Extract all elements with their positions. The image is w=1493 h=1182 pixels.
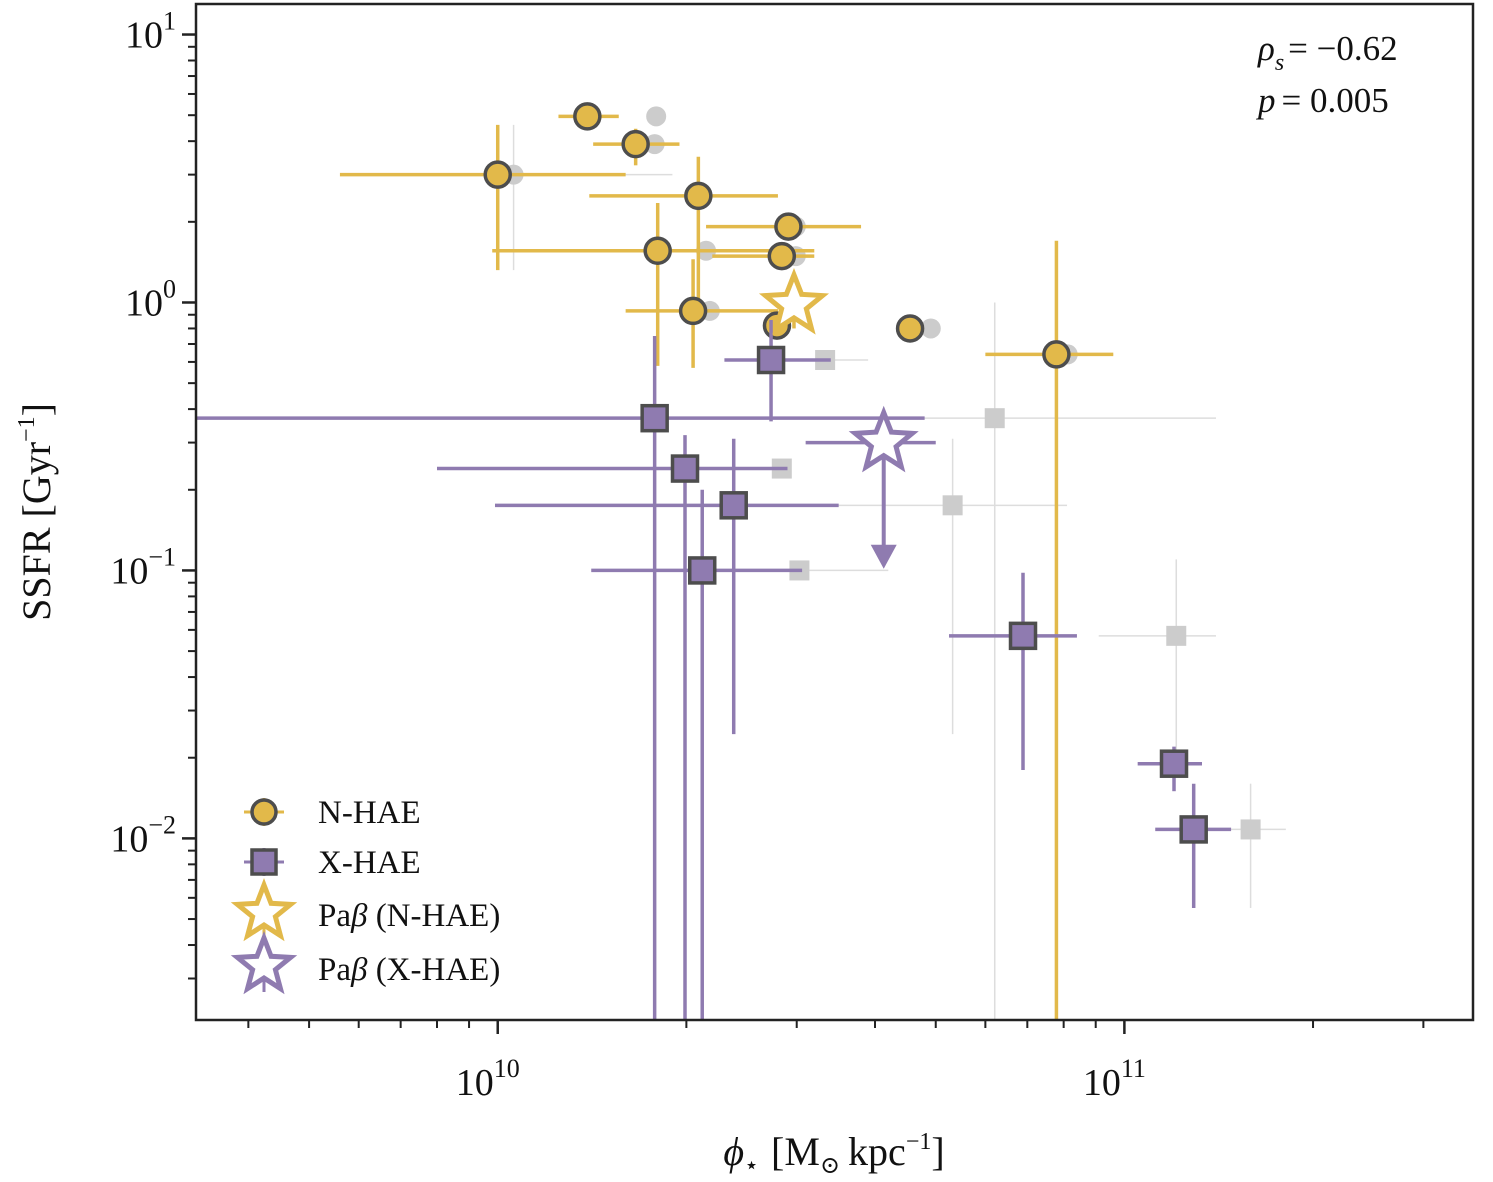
axes-layer: 1010 1011 10−2 10−1 100 101 [110, 7, 1425, 1104]
legend-item-pab-n-hae: Paβ (N-HAE) [230, 878, 500, 942]
n-hae-point [483, 160, 512, 189]
ghost-point [1166, 625, 1187, 646]
ghost-point [984, 408, 1005, 429]
legend-item-x-hae: X-HAE [244, 845, 421, 881]
n-hae-point [895, 314, 925, 343]
legend-circle-marker [250, 798, 278, 826]
y-tick-label: 100 [125, 274, 176, 324]
n-hae-point [573, 102, 602, 131]
x-hae-point [1159, 749, 1189, 778]
x-hae-point [687, 556, 717, 585]
legend-item-pab-x-hae: Paβ (X-HAE) [230, 931, 500, 995]
p-value-annotation: p = 0.005 [1255, 81, 1389, 120]
x-tick-label: 1010 [456, 1054, 520, 1104]
x-axis-label: ϕ⋆ [M⊙ kpc−1] [723, 1129, 944, 1179]
rho-annotation: ρs = −0.62 [1257, 29, 1398, 76]
y-tick-label: 10−1 [110, 542, 176, 592]
legend-item-n-hae: N-HAE [244, 795, 421, 831]
y-tick-label: 10−2 [110, 810, 176, 860]
ghost-points-layer [392, 106, 1286, 1020]
n-hae-point [684, 181, 713, 211]
x-hae-point [719, 491, 748, 520]
n-hae-point [643, 236, 672, 265]
legend: N-HAE X-HAE Paβ (N-HAE) Paβ (X-HAE) [230, 795, 500, 995]
legend-star-marker-x [230, 931, 298, 995]
y-axis-label: SSFR [Gyr−1] [14, 403, 59, 621]
x-hae-point [640, 403, 669, 433]
n-hae-point [1042, 340, 1071, 369]
x-hae-point [1008, 621, 1038, 651]
x-hae-point [756, 345, 786, 375]
n-hae-point [678, 296, 708, 326]
ghost-point [1240, 819, 1261, 840]
legend-square-marker [250, 848, 278, 876]
n-hae-point [767, 241, 797, 271]
x-tick-label: 1011 [1083, 1054, 1146, 1104]
legend-star-marker-n [230, 878, 298, 942]
legend-label-n-hae: N-HAE [318, 795, 421, 831]
x-hae-point [670, 454, 700, 483]
upper-limit-arrow [870, 544, 897, 569]
plot-frame [194, 2, 1475, 1022]
data-points-layer [196, 102, 1232, 1020]
ghost-point [920, 318, 941, 339]
x-axis-title: ϕ⋆ [M⊙ kpc−1] [723, 1129, 944, 1179]
legend-label-x-hae: X-HAE [318, 845, 421, 881]
n-hae-point [774, 212, 803, 241]
y-tick-label: 101 [125, 7, 176, 57]
stat-annotation: ρs = −0.62 p = 0.005 [1255, 29, 1398, 120]
pab-star-point [848, 405, 919, 473]
x-hae-point [1179, 815, 1208, 844]
pab-star-point [758, 267, 830, 335]
legend-label-pab-n-hae: Paβ (N-HAE) [318, 898, 500, 934]
ghost-point [646, 106, 667, 127]
y-axis-title: SSFR [Gyr−1] [14, 403, 59, 621]
legend-label-pab-x-hae: Paβ (X-HAE) [318, 952, 500, 988]
n-hae-point [621, 129, 650, 159]
ghost-point [942, 495, 963, 516]
